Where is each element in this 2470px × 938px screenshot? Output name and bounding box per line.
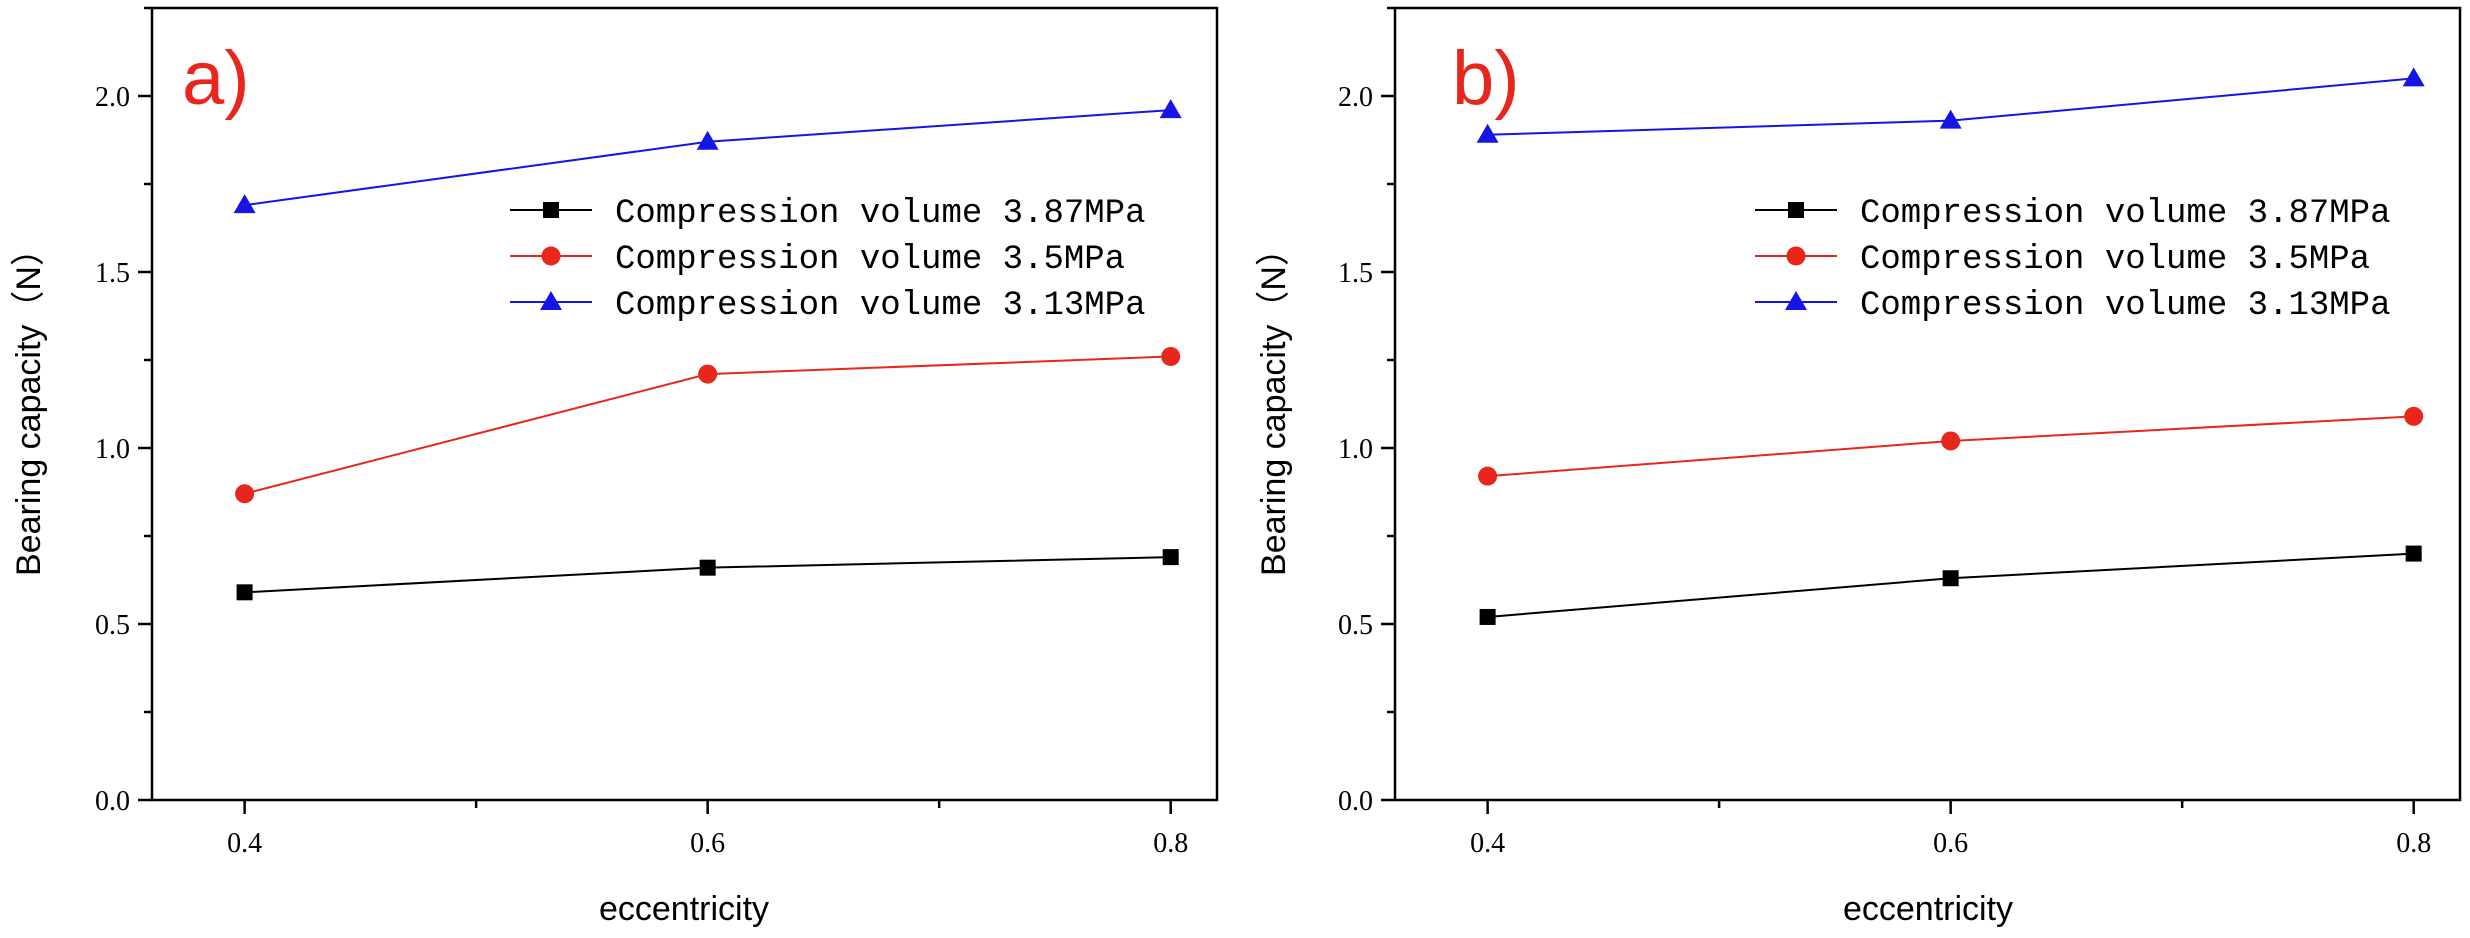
data-point	[1161, 346, 1181, 366]
data-point	[2404, 406, 2424, 426]
data-point	[1476, 123, 1499, 143]
y-tick-label: 0.5	[1338, 610, 1373, 641]
legend-marker	[1788, 202, 1804, 218]
y-tick-label: 2.0	[95, 82, 130, 113]
data-point	[236, 584, 253, 601]
series-line	[244, 109, 1171, 207]
data-point	[1159, 99, 1182, 119]
x-tick-label: 0.6	[690, 828, 725, 859]
data-point	[2405, 545, 2422, 562]
data-point	[1942, 570, 1959, 587]
series-3	[233, 99, 1182, 214]
chart-panel-b: b) 0.4 0.6 0.8 0.0 0.5 1.0 1.5 2.0 eccentricity…	[1255, 6, 2462, 928]
legend-entry: Compression volume 3.13MPa	[510, 287, 1146, 325]
data-point	[235, 484, 255, 504]
legend-label: Compression volume 3.5MPa	[615, 241, 1125, 279]
legend-marker	[1786, 246, 1806, 266]
legend-label: Compression volume 3.5MPa	[1860, 241, 2370, 279]
legend-entry: Compression volume 3.5MPa	[510, 241, 1125, 279]
y-tick-label: 0.5	[95, 610, 130, 641]
data-point	[1941, 431, 1961, 451]
y-tick-label: 1.0	[1338, 434, 1373, 465]
legend-marker	[541, 246, 561, 266]
x-tick-label: 0.4	[227, 828, 262, 859]
data-point	[696, 130, 719, 150]
y-tick-label: 1.5	[1338, 258, 1373, 289]
legend-marker	[1785, 291, 1807, 310]
x-tick-label: 0.4	[1470, 828, 1505, 859]
legend-marker	[540, 291, 562, 310]
legend-label: Compression volume 3.87MPa	[1860, 195, 2391, 233]
data-point	[1478, 466, 1498, 486]
data-point	[2402, 67, 2425, 87]
x-axis-label: eccentricity	[599, 890, 769, 928]
series-1	[1479, 545, 2422, 625]
y-tick-label: 1.5	[95, 258, 130, 289]
x-tick-label: 0.6	[1933, 828, 1968, 859]
legend-entry: Compression volume 3.87MPa	[1755, 195, 2391, 233]
panel-label: b)	[1452, 36, 1520, 121]
y-tick-label: 0.0	[1338, 786, 1373, 817]
data-point	[698, 364, 718, 384]
data-point	[1939, 109, 1962, 129]
legend-marker	[543, 202, 559, 218]
y-tick-label: 0.0	[95, 786, 130, 817]
legend-entry: Compression volume 3.13MPa	[1755, 287, 2391, 325]
series-2	[1478, 406, 2424, 486]
x-tick-label: 0.8	[2396, 828, 2431, 859]
data-point	[233, 194, 256, 214]
legend-entry: Compression volume 3.5MPa	[1755, 241, 2370, 279]
panel-label: a)	[182, 36, 250, 121]
legend-label: Compression volume 3.13MPa	[615, 287, 1146, 325]
y-tick-label: 2.0	[1338, 82, 1373, 113]
y-tick-label: 1.0	[95, 434, 130, 465]
plot-frame	[150, 6, 1219, 802]
series-3	[1476, 67, 2425, 143]
data-point	[1479, 608, 1496, 625]
legend-label: Compression volume 3.87MPa	[615, 195, 1146, 233]
data-point	[699, 559, 716, 576]
x-tick-label: 0.8	[1153, 828, 1188, 859]
series-2	[235, 346, 1181, 504]
plot-frame	[1393, 6, 2462, 802]
y-axis-label: Bearing capacity（N）	[10, 232, 48, 576]
series-1	[236, 549, 1179, 601]
chart-panel-a: a) 0.4 0.6 0.8 0.0 0.5 1.0 1.5 2.0 eccentricity…	[10, 6, 1219, 928]
legend-entry: Compression volume 3.87MPa	[510, 195, 1146, 233]
legend-label: Compression volume 3.13MPa	[1860, 287, 2391, 325]
y-axis-label: Bearing capacity（N）	[1255, 232, 1293, 576]
x-axis-label: eccentricity	[1843, 890, 2013, 928]
data-point	[1162, 549, 1179, 566]
